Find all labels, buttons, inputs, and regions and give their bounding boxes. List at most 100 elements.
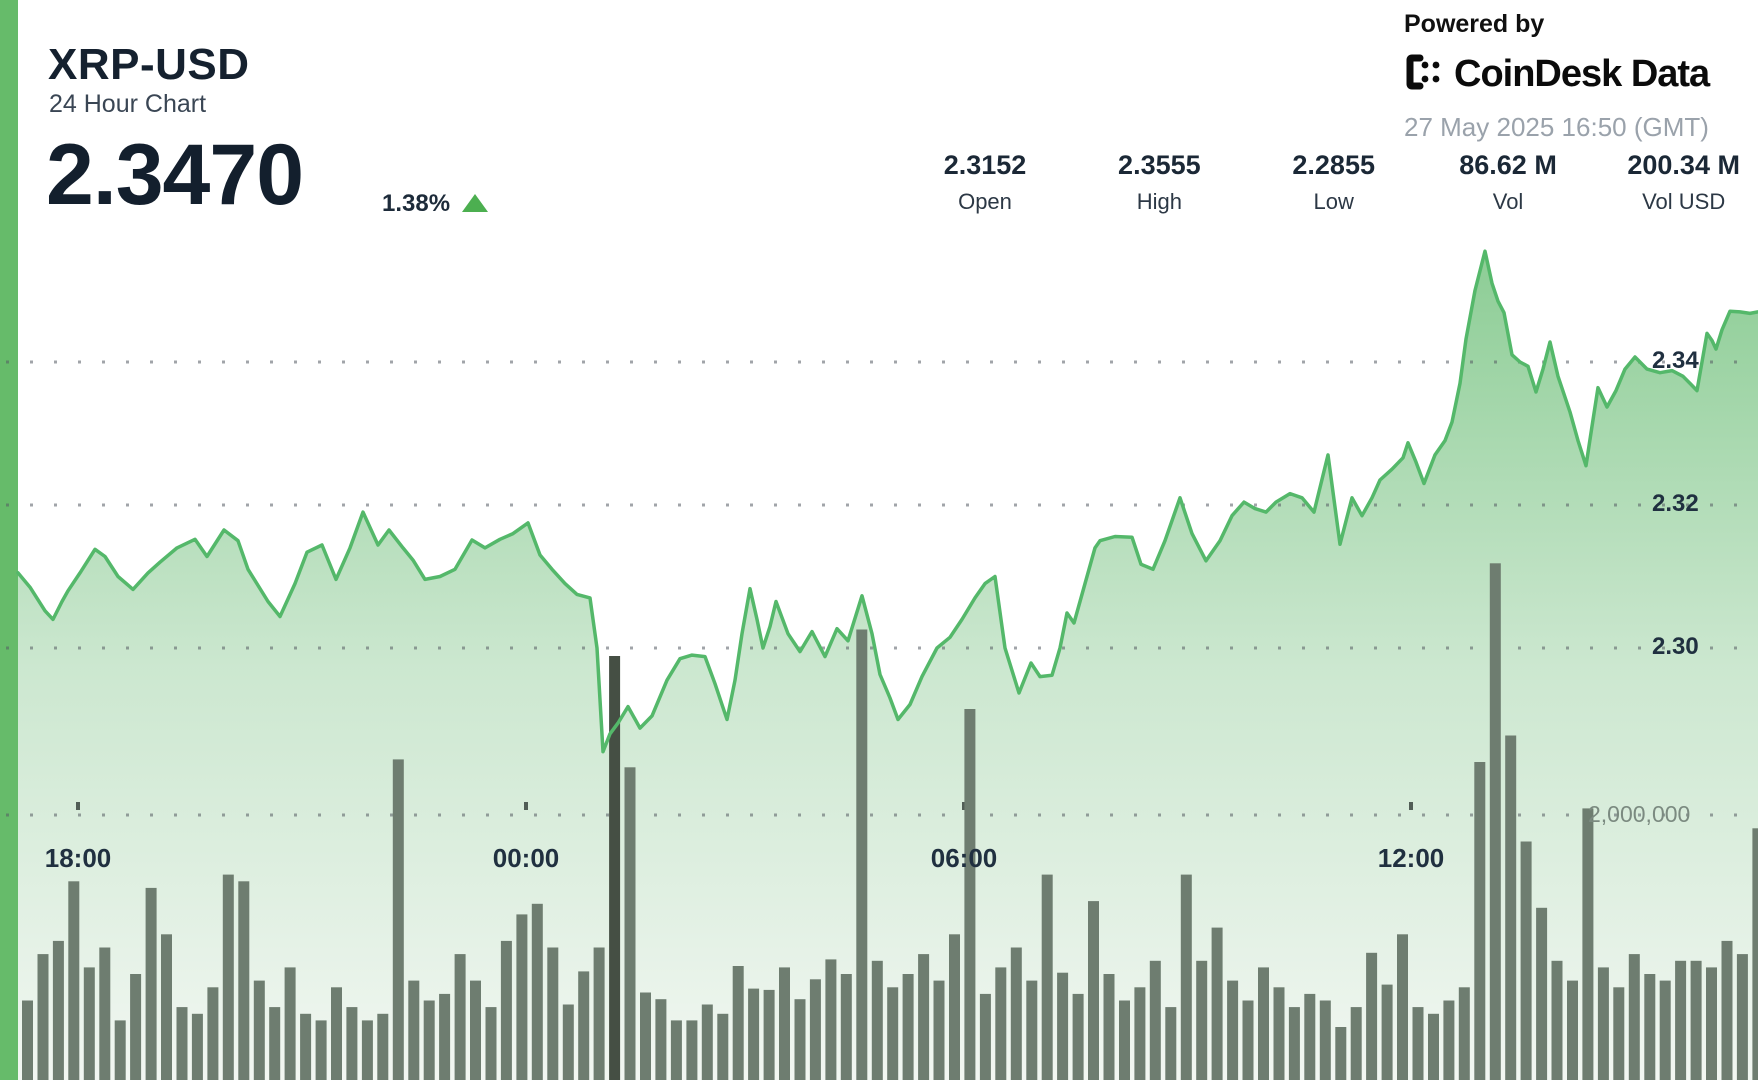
- volume-bar: [1659, 980, 1671, 1080]
- price-line: [16, 249, 1758, 754]
- up-arrow-icon: [462, 194, 488, 212]
- volume-bar: [346, 1007, 358, 1080]
- volume-bar: [331, 987, 342, 1080]
- volume-bar: [562, 1004, 574, 1080]
- volume-bar: [284, 967, 296, 1080]
- volume-bar: [1057, 972, 1069, 1080]
- volume-axis-label: 2,000,000: [1588, 801, 1691, 827]
- volume-bar: [995, 967, 1007, 1080]
- volume-bar: [1381, 984, 1393, 1080]
- volume-bar: [1644, 974, 1656, 1080]
- volume-bar: [670, 1020, 682, 1080]
- stat-open-value: 2.3152: [943, 150, 1027, 180]
- stat-vol-usd-value: 200.34 M: [1627, 150, 1740, 180]
- stat-open-label: Open: [958, 189, 1012, 214]
- volume-bar: [439, 993, 451, 1080]
- volume-bar: [1304, 993, 1316, 1080]
- stat-low: 2.2855 Low: [1279, 150, 1389, 215]
- volume-bar: [655, 999, 667, 1080]
- volume-bar: [1273, 987, 1285, 1080]
- volume-bar: [1458, 987, 1470, 1080]
- volume-bar: [176, 1007, 188, 1080]
- volume-bar: [748, 988, 760, 1080]
- volume-bar: [1072, 993, 1084, 1080]
- volume-bar: [454, 954, 466, 1080]
- volume-bar: [1211, 927, 1223, 1080]
- volume-bar: [794, 999, 806, 1080]
- volume-bar: [485, 1007, 497, 1080]
- volume-bar: [1412, 1007, 1424, 1080]
- volume-bar: [145, 887, 157, 1080]
- volume-bar: [701, 1004, 713, 1080]
- volume-bar: [1613, 987, 1625, 1080]
- stat-low-label: Low: [1313, 189, 1354, 214]
- volume-bar: [1505, 735, 1517, 1080]
- volume-bar: [1103, 974, 1115, 1080]
- change-percent: 1.38%: [382, 190, 451, 217]
- volume-bar: [1227, 980, 1239, 1080]
- volume-bar: [1242, 1000, 1254, 1080]
- powered-by-label: Powered by: [1404, 10, 1545, 38]
- volume-bar: [840, 974, 852, 1080]
- volume-bar: [500, 940, 512, 1080]
- volume-bar: [964, 709, 976, 1080]
- current-price: 2.3470: [46, 127, 304, 223]
- volume-bar: [377, 1013, 389, 1080]
- volume-bar: [1736, 954, 1748, 1080]
- price-area: [18, 251, 1758, 1080]
- volume-bar: [1288, 1007, 1300, 1080]
- volume-bar: [686, 1020, 698, 1080]
- volume-bar: [578, 971, 590, 1080]
- time-axis-label: 00:00: [492, 843, 560, 873]
- volume-bar: [1119, 1000, 1130, 1080]
- page-title: XRP-USD: [48, 40, 250, 89]
- volume-bar: [300, 1013, 312, 1080]
- price-axis-label: 2.34: [1652, 347, 1699, 374]
- volume-bar: [1134, 987, 1146, 1080]
- axis-tick: [1409, 802, 1413, 810]
- volume-bar: [1088, 901, 1099, 1080]
- volume-bar: [593, 947, 605, 1080]
- axis-tick: [962, 802, 966, 810]
- volume-bar: [1319, 1000, 1331, 1080]
- ohlc-stats-row: 2.3152 Open 2.3555 High 2.2855 Low 86.62…: [930, 150, 1740, 215]
- volume-bar: [161, 934, 172, 1080]
- time-axis-label: 18:00: [44, 843, 112, 873]
- volume-bar: [949, 934, 960, 1080]
- volume-bar: [1520, 841, 1532, 1080]
- volume-bar: [1366, 952, 1378, 1080]
- volume-bar: [825, 959, 837, 1080]
- volume-bar: [1721, 940, 1733, 1080]
- accent-strip: [0, 0, 18, 1080]
- volume-bar: [114, 1020, 126, 1080]
- axis-tick: [524, 802, 528, 810]
- provider-logo: CoinDesk Data: [1404, 52, 1710, 97]
- volume-bar: [315, 1020, 327, 1080]
- volume-bar: [191, 1013, 203, 1080]
- volume-bar: [779, 967, 790, 1080]
- volume-bar: [717, 1013, 729, 1080]
- volume-bar: [68, 881, 80, 1080]
- volume-bar: [37, 954, 49, 1080]
- volume-bar: [871, 960, 883, 1080]
- stat-open: 2.3152 Open: [930, 150, 1040, 215]
- volume-bar: [856, 629, 868, 1080]
- volume-bar: [902, 974, 914, 1080]
- volume-bar: [918, 954, 930, 1080]
- volume-bar: [408, 980, 420, 1080]
- stat-high-value: 2.3555: [1118, 150, 1201, 180]
- volume-bar: [1567, 980, 1578, 1080]
- volume-bar: [609, 656, 621, 1080]
- volume-bar: [1675, 960, 1687, 1080]
- volume-bar: [1428, 1013, 1439, 1080]
- volume-bar: [1489, 563, 1501, 1080]
- chart-subtitle: 24 Hour Chart: [49, 90, 207, 118]
- price-axis-label: 2.30: [1652, 633, 1699, 660]
- volume-bar: [531, 903, 543, 1080]
- volume-bar: [1628, 954, 1640, 1080]
- volume-bar: [1258, 967, 1269, 1080]
- volume-bar: [1149, 960, 1161, 1080]
- volume-bar: [933, 980, 945, 1080]
- stat-low-value: 2.2855: [1292, 150, 1375, 180]
